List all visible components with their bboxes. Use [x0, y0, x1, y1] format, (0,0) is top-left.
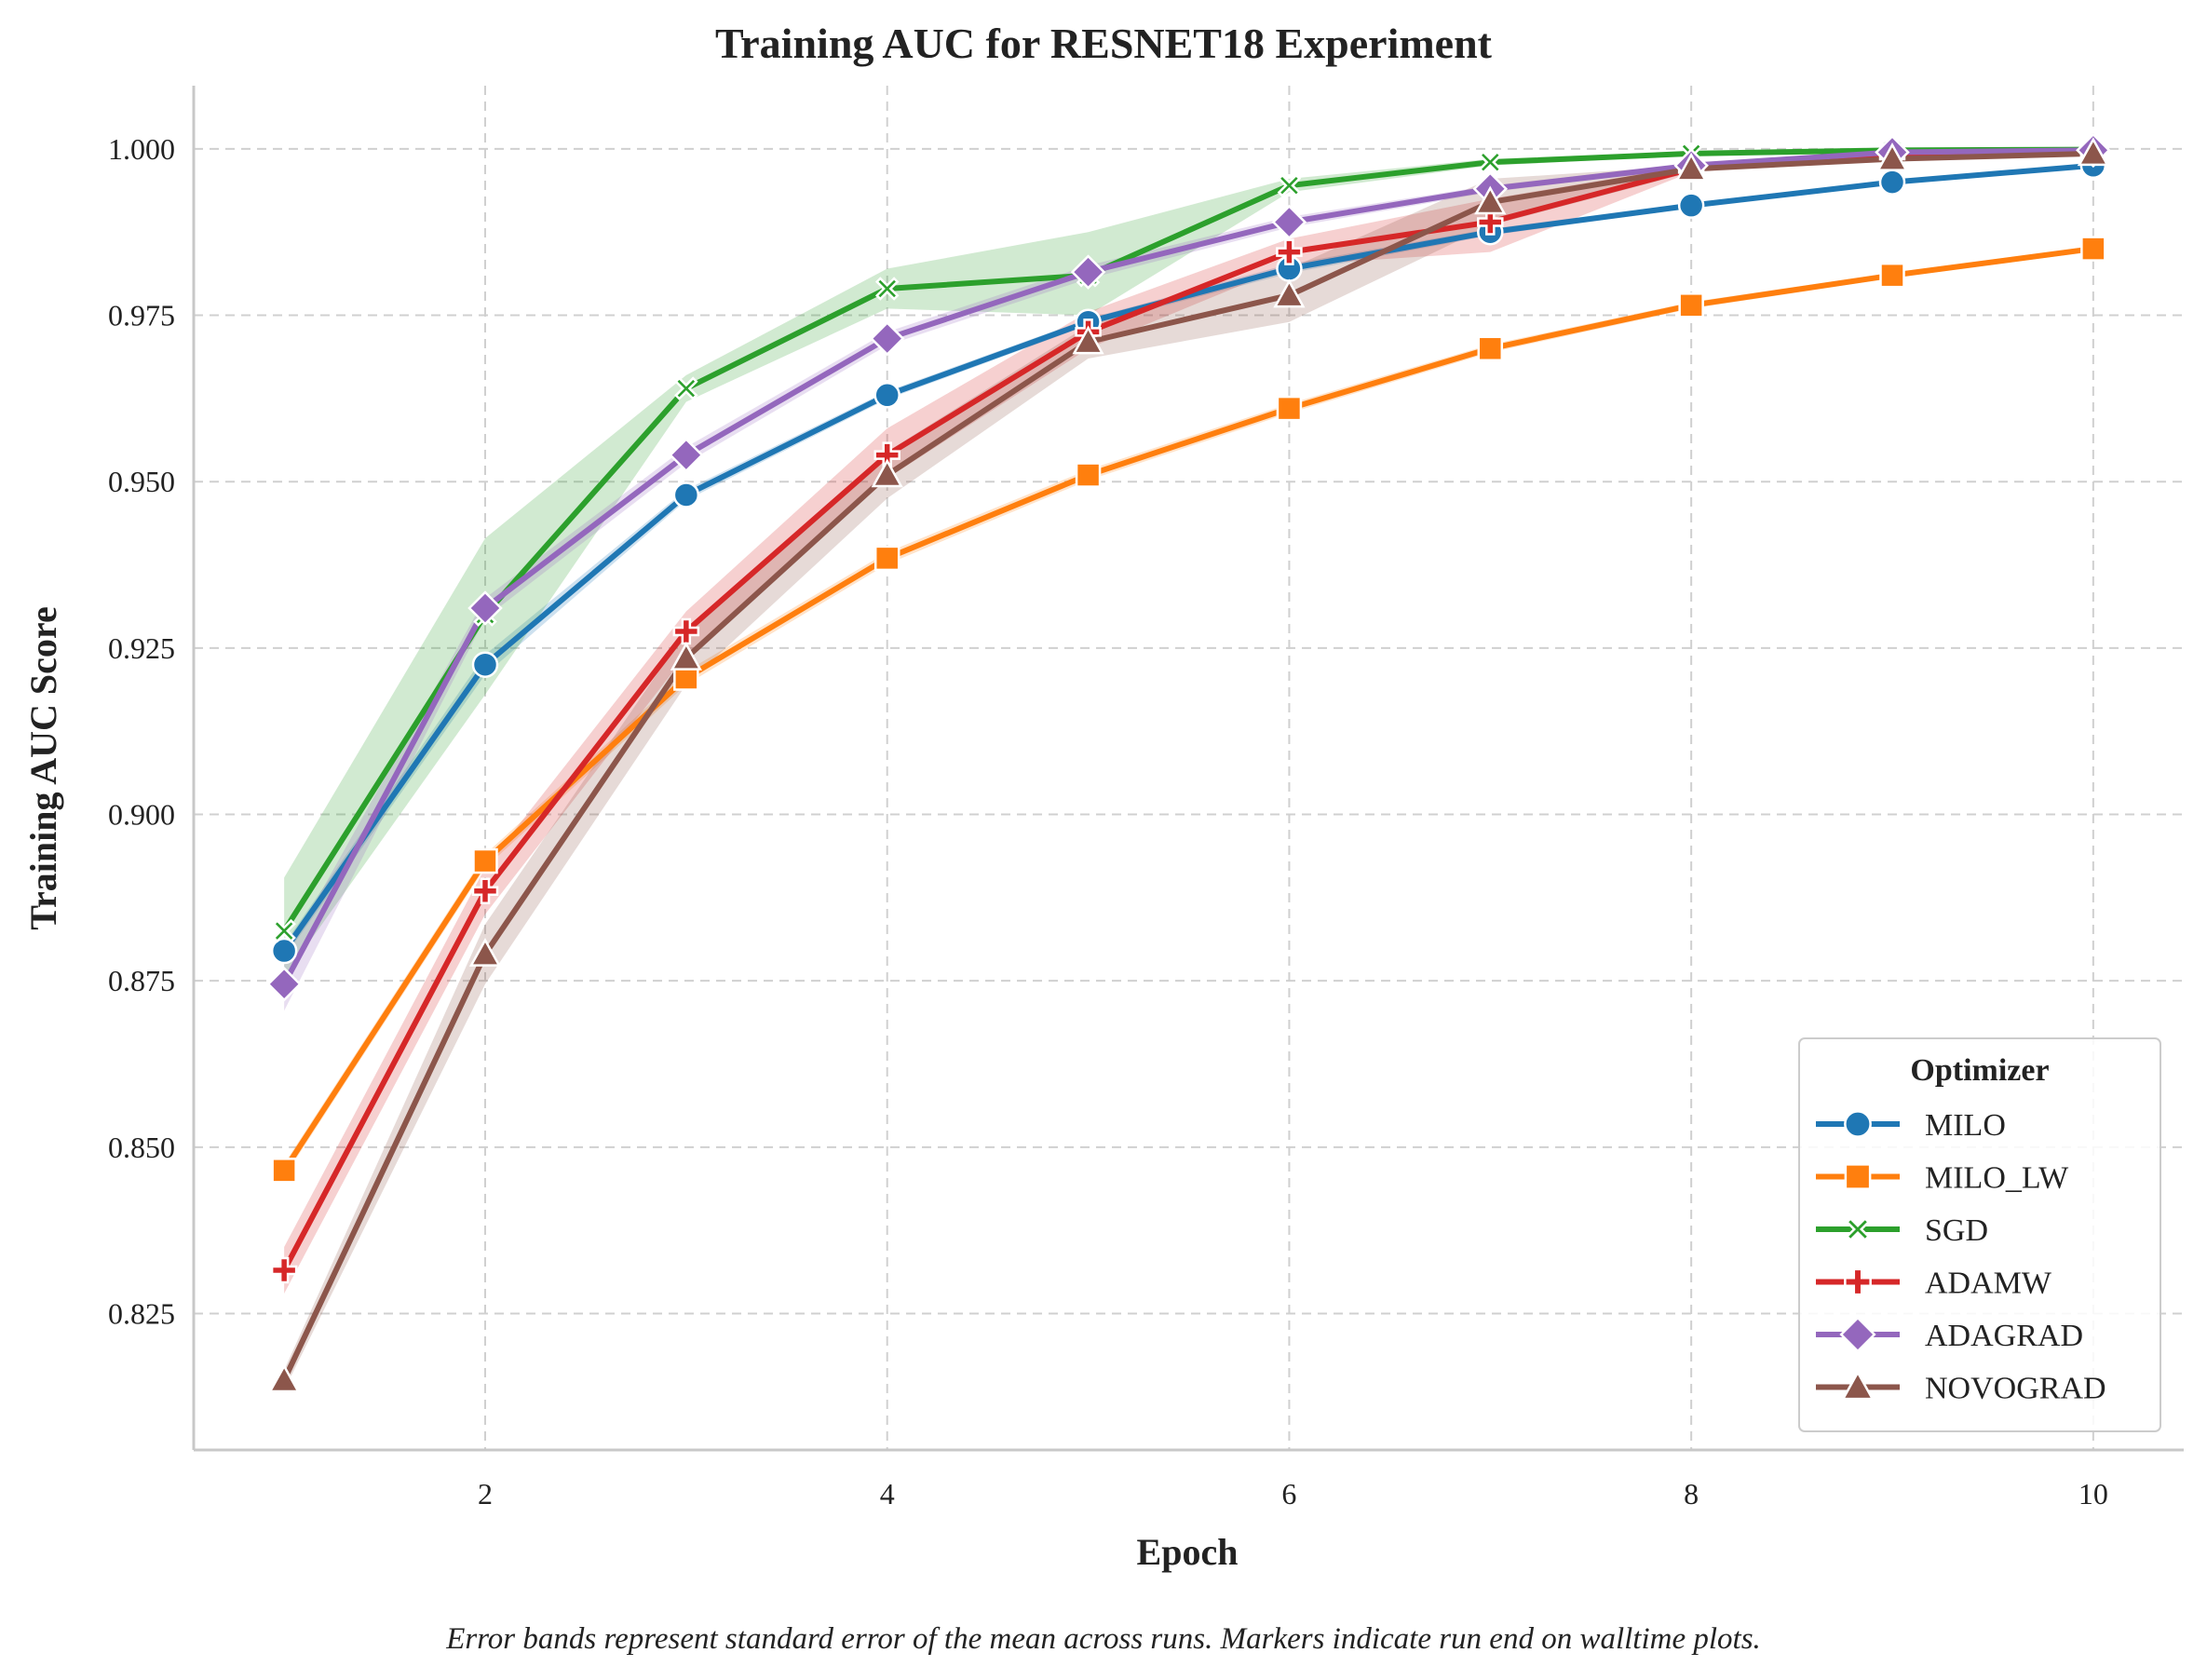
y-axis-label: Training AUC Score: [22, 606, 64, 929]
data-point-milo: [270, 937, 298, 965]
data-point-novograd: [1273, 278, 1306, 308]
data-point-adagrad: [467, 590, 503, 626]
data-point-sgd: [272, 918, 296, 943]
axes: [192, 86, 2184, 1452]
legend-label-novograd: NOVOGRAD: [1925, 1372, 2106, 1406]
data-point-sgd: [674, 376, 698, 400]
y-tick-label: 0.900: [108, 798, 175, 832]
data-point-milo: [471, 651, 499, 678]
y-tick-label: 0.925: [108, 631, 175, 665]
legend-label-adagrad: ADAGRAD: [1925, 1319, 2083, 1353]
chart-title: Training AUC for RESNET18 Experiment: [715, 20, 1493, 67]
data-point-novograd: [871, 458, 903, 488]
legend-label-adamw: ADAMW: [1925, 1267, 2052, 1301]
legend: Optimizer MILO MILO_LW SGD ADAMW ADAGRAD NOVO…: [1798, 1037, 2161, 1432]
data-point-novograd: [670, 642, 702, 671]
data-point-sgd: [874, 277, 900, 301]
data-point-novograd: [1675, 152, 1708, 182]
series-line-novograd: [281, 150, 2096, 1383]
series-markers: [266, 132, 2111, 1393]
data-point-novograd: [1474, 185, 1507, 215]
data-point-adagrad: [1271, 204, 1307, 240]
x-tick-label: 4: [880, 1477, 895, 1511]
y-tick-label: 0.825: [108, 1297, 175, 1331]
legend-label-milo: MILO: [1925, 1108, 2006, 1143]
data-point-milo: [672, 481, 700, 508]
error-band-sgd: [284, 148, 2093, 978]
series-line-milo: [281, 162, 2096, 955]
data-point-milo: [1677, 192, 1705, 219]
y-tick-label: 0.975: [108, 299, 175, 332]
data-point-milo-lw: [1678, 292, 1704, 318]
legend-label-milo-lw: MILO_LW: [1925, 1161, 2069, 1196]
legend-title: Optimizer: [1910, 1053, 2049, 1088]
legend-entries: MILO MILO_LW SGD ADAMW ADAGRAD NOVOGRAD: [1816, 1108, 2106, 1406]
data-point-novograd: [1875, 142, 1909, 171]
series-line-sgd: [281, 146, 2096, 934]
data-point-adamw: [1276, 238, 1303, 265]
series-line-adagrad: [281, 147, 2096, 987]
y-tick-label: 0.850: [108, 1131, 175, 1164]
legend-marker-novograd: [1841, 1370, 1875, 1401]
x-tick-label: 6: [1281, 1477, 1296, 1511]
data-point-milo-lw: [1477, 335, 1504, 362]
x-tick-label: 8: [1684, 1477, 1699, 1511]
data-point-novograd: [468, 938, 502, 967]
data-point-adagrad: [669, 437, 704, 473]
y-tick-label: 0.875: [108, 964, 175, 997]
data-point-adamw: [1477, 209, 1504, 236]
data-point-adamw: [672, 617, 700, 645]
legend-marker-adamw: [1844, 1267, 1872, 1296]
data-point-milo-lw: [2080, 236, 2106, 262]
data-point-novograd: [1072, 325, 1104, 355]
legend-marker-milo-lw: [1844, 1163, 1872, 1190]
data-point-milo-lw: [1276, 395, 1303, 422]
data-point-adamw: [270, 1256, 298, 1284]
data-point-milo-lw: [873, 545, 900, 572]
data-point-novograd: [2077, 137, 2109, 167]
legend-label-sgd: SGD: [1925, 1213, 1988, 1248]
y-tick-label: 0.950: [108, 465, 175, 498]
data-point-adagrad: [869, 320, 905, 357]
tick-labels: 2 4 6 8 10 0.825 0.850 0.875 0.900 0.925 0.950 0.97…: [108, 132, 2108, 1511]
data-point-milo-lw: [1879, 262, 1905, 289]
data-point-novograd: [268, 1363, 301, 1393]
x-axis-label: Epoch: [1137, 1531, 1239, 1573]
data-point-milo-lw: [271, 1158, 297, 1184]
data-point-adagrad: [266, 966, 302, 1002]
series-line-milo-lw: [281, 246, 2096, 1173]
data-point-milo: [1878, 169, 1906, 196]
data-point-adagrad: [1070, 254, 1106, 290]
data-point-milo-lw: [472, 847, 498, 874]
x-tick-label: 2: [478, 1477, 493, 1511]
x-tick-label: 10: [2078, 1477, 2108, 1511]
y-tick-label: 1.000: [108, 132, 175, 166]
legend-marker-sgd: [1845, 1216, 1871, 1242]
series-lines: [281, 146, 2096, 1383]
data-point-adamw: [471, 877, 499, 904]
legend-marker-adagrad: [1839, 1316, 1876, 1353]
data-point-sgd: [1277, 173, 1302, 197]
data-point-sgd: [1478, 150, 1503, 174]
data-point-milo-lw: [1075, 462, 1102, 488]
legend-marker-milo: [1844, 1110, 1872, 1138]
caption: Error bands represent standard error of …: [445, 1622, 1761, 1656]
data-point-milo: [873, 382, 900, 409]
